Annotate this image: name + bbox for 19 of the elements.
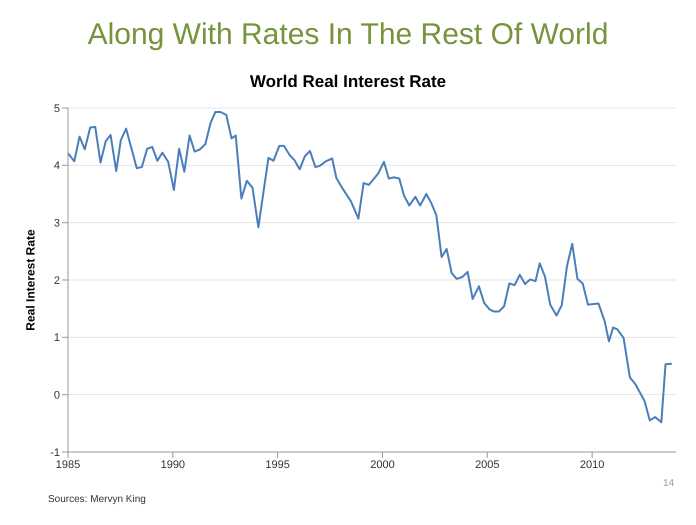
source-note: Sources: Mervyn King	[48, 494, 146, 505]
chart-title: World Real Interest Rate	[248, 72, 448, 93]
chart-subtitle: Along With Rates In The Rest Of World	[86, 17, 610, 53]
y-tick-label: 5	[54, 102, 60, 115]
x-tick-label: 2005	[475, 458, 500, 471]
x-tick-label: 1990	[160, 458, 186, 471]
y-tick-label: -1	[50, 446, 60, 459]
y-tick-label: 0	[54, 390, 60, 402]
x-tick-label: 1995	[265, 458, 290, 471]
x-tick-label: 1985	[56, 458, 80, 471]
line-series	[68, 111, 673, 424]
y-tick-label: 1	[54, 332, 60, 344]
y-axis-title: Real Interest Rate	[23, 228, 38, 331]
y-tick-label: 4	[54, 160, 60, 172]
y-tick-label: 2	[54, 274, 60, 287]
text: 14	[663, 478, 674, 489]
x-tick-label: 2010	[580, 458, 604, 471]
x-tick-label: 2000	[370, 458, 395, 471]
y-tick-label: 3	[54, 218, 60, 230]
